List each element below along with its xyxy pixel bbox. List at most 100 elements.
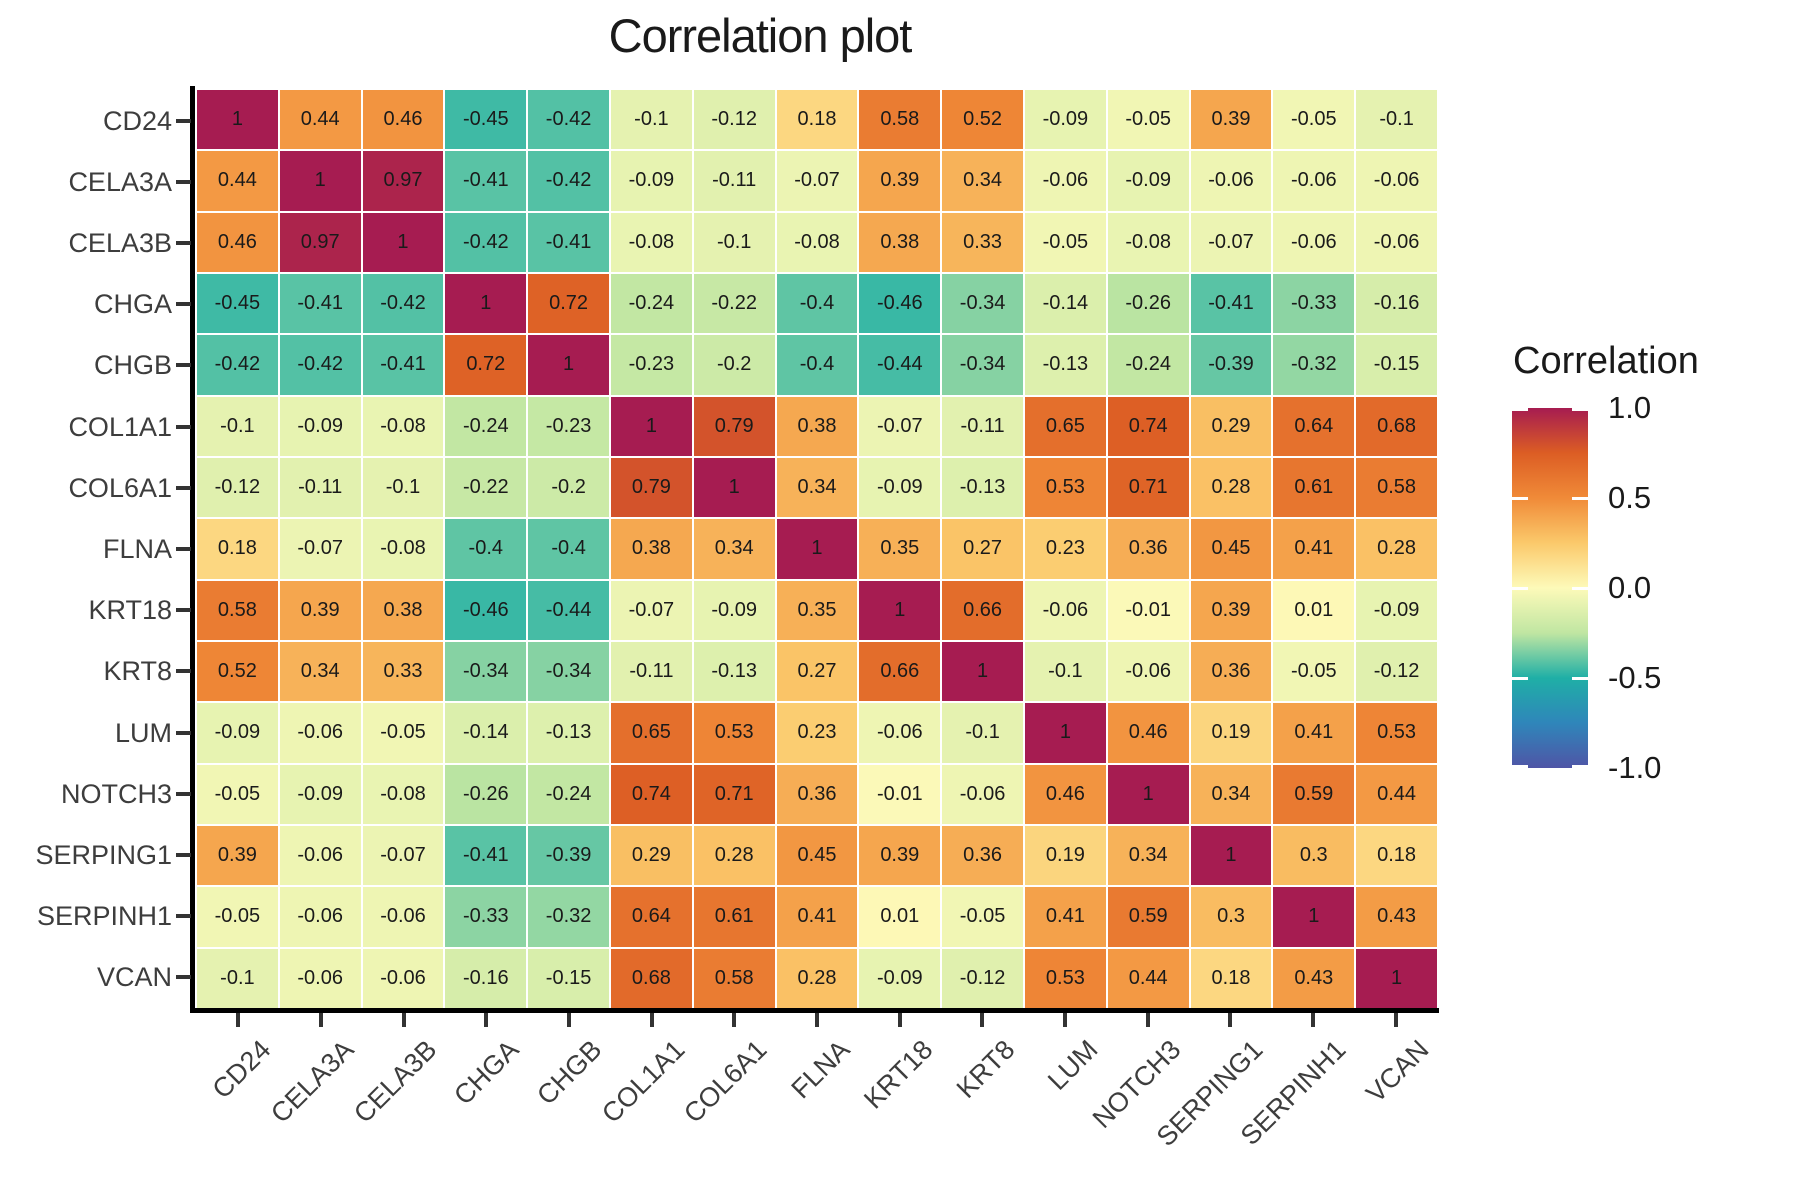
heatmap-cell: -0.12 [942, 948, 1023, 1008]
heatmap-cell: 0.01 [1273, 580, 1355, 640]
heatmap-cell: 0.53 [1356, 703, 1437, 763]
heatmap-cell: -0.06 [1025, 580, 1106, 640]
y-axis-label: CD24 [102, 105, 172, 136]
heatmap-cell: 0.97 [362, 151, 444, 211]
y-axis-tick [176, 730, 191, 735]
legend-tick-mark [1512, 408, 1528, 411]
heatmap-cell: 0.71 [1107, 457, 1189, 518]
heatmap-cell: -0.06 [1273, 212, 1355, 272]
heatmap-cell: 0.34 [279, 641, 361, 702]
heatmap-cell: -0.34 [528, 641, 609, 702]
heatmap-cell: 0.38 [776, 396, 858, 456]
y-axis-label: COL1A1 [68, 411, 172, 442]
y-axis-label: FLNA [102, 534, 172, 564]
x-axis-tick [1311, 1013, 1315, 1027]
heatmap-cell: -0.24 [611, 273, 692, 334]
y-axis-tick [176, 608, 191, 613]
heatmap-cell: -0.22 [445, 457, 527, 518]
heatmap-cell: -0.4 [445, 519, 527, 579]
heatmap-cell: -0.11 [942, 396, 1023, 456]
heatmap-cell: -0.26 [445, 764, 527, 824]
heatmap-cell: 0.41 [1025, 887, 1106, 947]
heatmap-cell: -0.06 [859, 703, 941, 763]
chart-title: Correlation plot [608, 9, 913, 62]
y-axis-label: KRT8 [103, 656, 172, 687]
heatmap-cell: 0.38 [611, 519, 692, 579]
heatmap-cell: 0.39 [859, 151, 941, 211]
heatmap-cell: 0.28 [1190, 457, 1272, 518]
x-axis-tick [897, 1013, 902, 1027]
y-axis-tick [176, 975, 191, 980]
heatmap-cell: 1 [611, 396, 692, 456]
heatmap-cell: -0.24 [445, 396, 527, 456]
x-axis-tick [732, 1013, 737, 1027]
heatmap-cell: -0.09 [1025, 90, 1106, 150]
heatmap-cell: -0.34 [942, 273, 1023, 334]
heatmap-cell: -0.07 [362, 825, 444, 886]
heatmap-cell: 0.39 [1190, 90, 1272, 150]
heatmap-cell: 0.44 [197, 151, 278, 211]
heatmap-cell: -0.33 [445, 887, 527, 947]
heatmap-cell: 0.68 [611, 948, 692, 1008]
heatmap-cell: 0.18 [1356, 825, 1437, 886]
heatmap-cell: -0.14 [1025, 273, 1106, 334]
y-axis-label: KRT18 [88, 595, 172, 626]
heatmap: 1 0.44 0.46 -0.45 -0.42 -0.1 -0.12 0.18 0.58 0.52… [197, 90, 1437, 1008]
heatmap-cell: -0.07 [1190, 212, 1272, 272]
y-axis-tick [176, 241, 191, 245]
heatmap-cell: 0.45 [776, 825, 858, 886]
legend-tick-mark [1512, 676, 1528, 680]
legend-title: Correlation [1513, 340, 1699, 382]
heatmap-cell: -0.1 [197, 948, 278, 1008]
heatmap-cell: -0.06 [1356, 151, 1437, 211]
y-axis-label: CELA3A [68, 166, 172, 197]
heatmap-cell: -0.05 [1025, 212, 1106, 272]
heatmap-cell: 0.58 [1356, 457, 1437, 518]
y-axis-tick [176, 914, 191, 919]
y-axis-tick [176, 547, 191, 551]
heatmap-cell: 1 [197, 90, 278, 150]
y-axis-label: VCAN [96, 962, 172, 993]
heatmap-cell: 0.33 [362, 641, 444, 702]
heatmap-cell: 0.39 [197, 825, 278, 886]
heatmap-cell: 0.58 [197, 580, 278, 640]
heatmap-cell: -0.08 [776, 212, 858, 272]
heatmap-cell: -0.07 [611, 580, 692, 640]
heatmap-cell: 0.34 [1107, 825, 1189, 886]
heatmap-cell: 0.41 [1273, 519, 1355, 579]
y-axis-label: CHGB [93, 350, 172, 381]
heatmap-cell: 0.97 [279, 212, 361, 272]
heatmap-cell: -0.2 [693, 335, 775, 395]
heatmap-cell: -0.23 [611, 335, 692, 395]
heatmap-cell: -0.32 [528, 887, 609, 947]
y-axis-label: CHGA [93, 289, 172, 320]
heatmap-cell: 1 [362, 212, 444, 272]
y-axis-label: LUM [114, 717, 172, 748]
heatmap-cell: -0.16 [1356, 273, 1437, 334]
heatmap-cell: -0.05 [197, 887, 278, 947]
heatmap-cell: -0.42 [528, 151, 609, 211]
y-axis-tick [176, 424, 191, 429]
heatmap-cell: 0.34 [942, 151, 1023, 211]
heatmap-cell: -0.08 [611, 212, 692, 272]
heatmap-cell: 0.66 [942, 580, 1023, 640]
heatmap-cell: -0.13 [693, 641, 775, 702]
heatmap-cell: 0.44 [1107, 948, 1189, 1008]
heatmap-cell: 0.79 [611, 457, 692, 518]
heatmap-cell: -0.09 [859, 457, 941, 518]
x-axis-label: CD24 [206, 1034, 277, 1105]
heatmap-cell: 0.43 [1273, 948, 1355, 1008]
heatmap-cell: 1 [859, 580, 941, 640]
heatmap-cell: -0.09 [1107, 151, 1189, 211]
heatmap-cell: 1 [1107, 764, 1189, 824]
heatmap-cell: -0.12 [197, 457, 278, 518]
heatmap-cell: -0.1 [197, 396, 278, 456]
x-axis-line [190, 1008, 1439, 1013]
heatmap-cell: -0.34 [445, 641, 527, 702]
heatmap-cell: 0.18 [197, 519, 278, 579]
heatmap-cell: -0.1 [1025, 641, 1106, 702]
heatmap-cell: 1 [693, 457, 775, 518]
heatmap-cell: 0.23 [1025, 519, 1106, 579]
heatmap-cell: -0.09 [611, 151, 692, 211]
heatmap-cell: 1 [942, 641, 1023, 702]
